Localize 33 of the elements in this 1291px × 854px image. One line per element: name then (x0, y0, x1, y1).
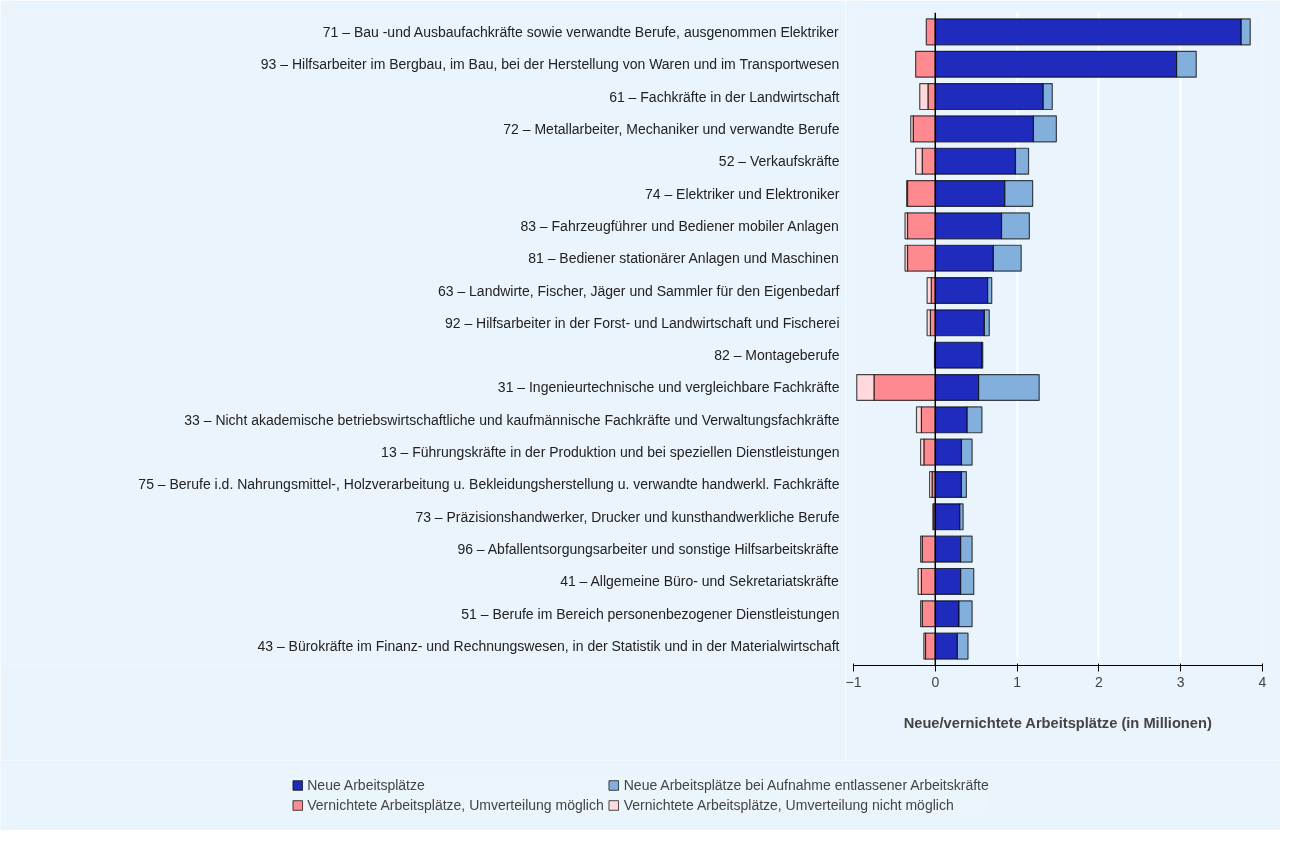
y-tick-label: 31 – Ingenieurtechnische und vergleichbare Fachkräfte (497, 379, 840, 396)
y-tick-label: 96 – Abfallentsorgungsarbeiter und sonstige Hilfsarbeitskräfte (457, 541, 839, 558)
y-tick-label: 93 – Hilfsarbeiter im Bergbau, im Bau, bei der Herstellung von Waren und im Transportwesen (260, 56, 840, 73)
y-tick-label: 52 – Verkaufskräfte (718, 153, 840, 170)
legend-label: Vernichtete Arbeitsplätze, Umverteilung nicht möglich (623, 797, 954, 813)
y-tick-label: 82 – Montageberufe (714, 347, 840, 364)
legend-label: Vernichtete Arbeitsplätze, Umverteilung möglich (307, 797, 604, 813)
y-tick-label: 74 – Elektriker und Elektroniker (644, 185, 840, 202)
x-axis-title: Neue/vernichtete Arbeitsplätze (in Millionen) (903, 714, 1212, 731)
y-tick-label: 92 – Hilfsarbeiter in der Forst- und Landwirtschaft und Fischerei (444, 314, 840, 331)
x-tick-label: 0 (931, 673, 940, 690)
y-tick-label: 75 – Berufe i.d. Nahrungsmittel-, Holzverarbeitung u. Bekleidungsherstellung u. verwandte handwerkl. Fachkräfte (138, 476, 840, 493)
bar (926, 276, 932, 305)
y-tick-label: 63 – Landwirte, Fischer, Jäger und Sammler für den Eigenbedarf (437, 282, 840, 299)
bar (926, 309, 931, 337)
legend-label: Neue Arbeitsplätze (307, 777, 425, 793)
y-tick-label: 33 – Nicht akademische betriebswirtschaftliche und kaufmännische Fachkräfte und Verwaltungsfachkräfte (184, 411, 840, 428)
y-tick-label: 71 – Bau -und Ausbaufachkräfte sowie verwandte Berufe, ausgenommen Elektriker (322, 23, 840, 40)
x-tick-label: 4 (1258, 673, 1267, 690)
y-tick-label: 81 – Bediener stationärer Anlagen und Maschinen (528, 250, 839, 267)
y-tick-label: 13 – Führungskräfte in der Produktion und bei speziellen Dienstleistungen (381, 444, 840, 461)
x-tick-label: −1 (845, 673, 862, 690)
x-tick-label: 2 (1095, 673, 1104, 690)
y-tick-label: 61 – Fachkräfte in der Landwirtschaft (609, 88, 840, 105)
y-tick-label: 43 – Bürokräfte im Finanz- und Rechnungswesen, in der Statistik und in der Materialwirtschaft (257, 638, 840, 655)
y-tick-label: 83 – Fahrzeugführer und Bediener mobiler Anlagen (520, 217, 839, 234)
y-tick-label: 73 – Präzisionshandwerker, Drucker und kunsthandwerkliche Berufe (415, 508, 840, 525)
x-tick-label: 3 (1176, 673, 1185, 690)
y-tick-label: 51 – Berufe im Bereich personenbezogener Dienstleistungen (461, 605, 840, 622)
y-tick-label: 41 – Allgemeine Büro- und Sekretariatskräfte (560, 573, 839, 590)
y-tick-label: 72 – Metallarbeiter, Mechaniker und verwandte Berufe (503, 120, 840, 137)
x-tick-label: 1 (1013, 673, 1022, 690)
legend-label: Neue Arbeitsplätze bei Aufnahme entlassener Arbeitskräfte (623, 777, 989, 793)
